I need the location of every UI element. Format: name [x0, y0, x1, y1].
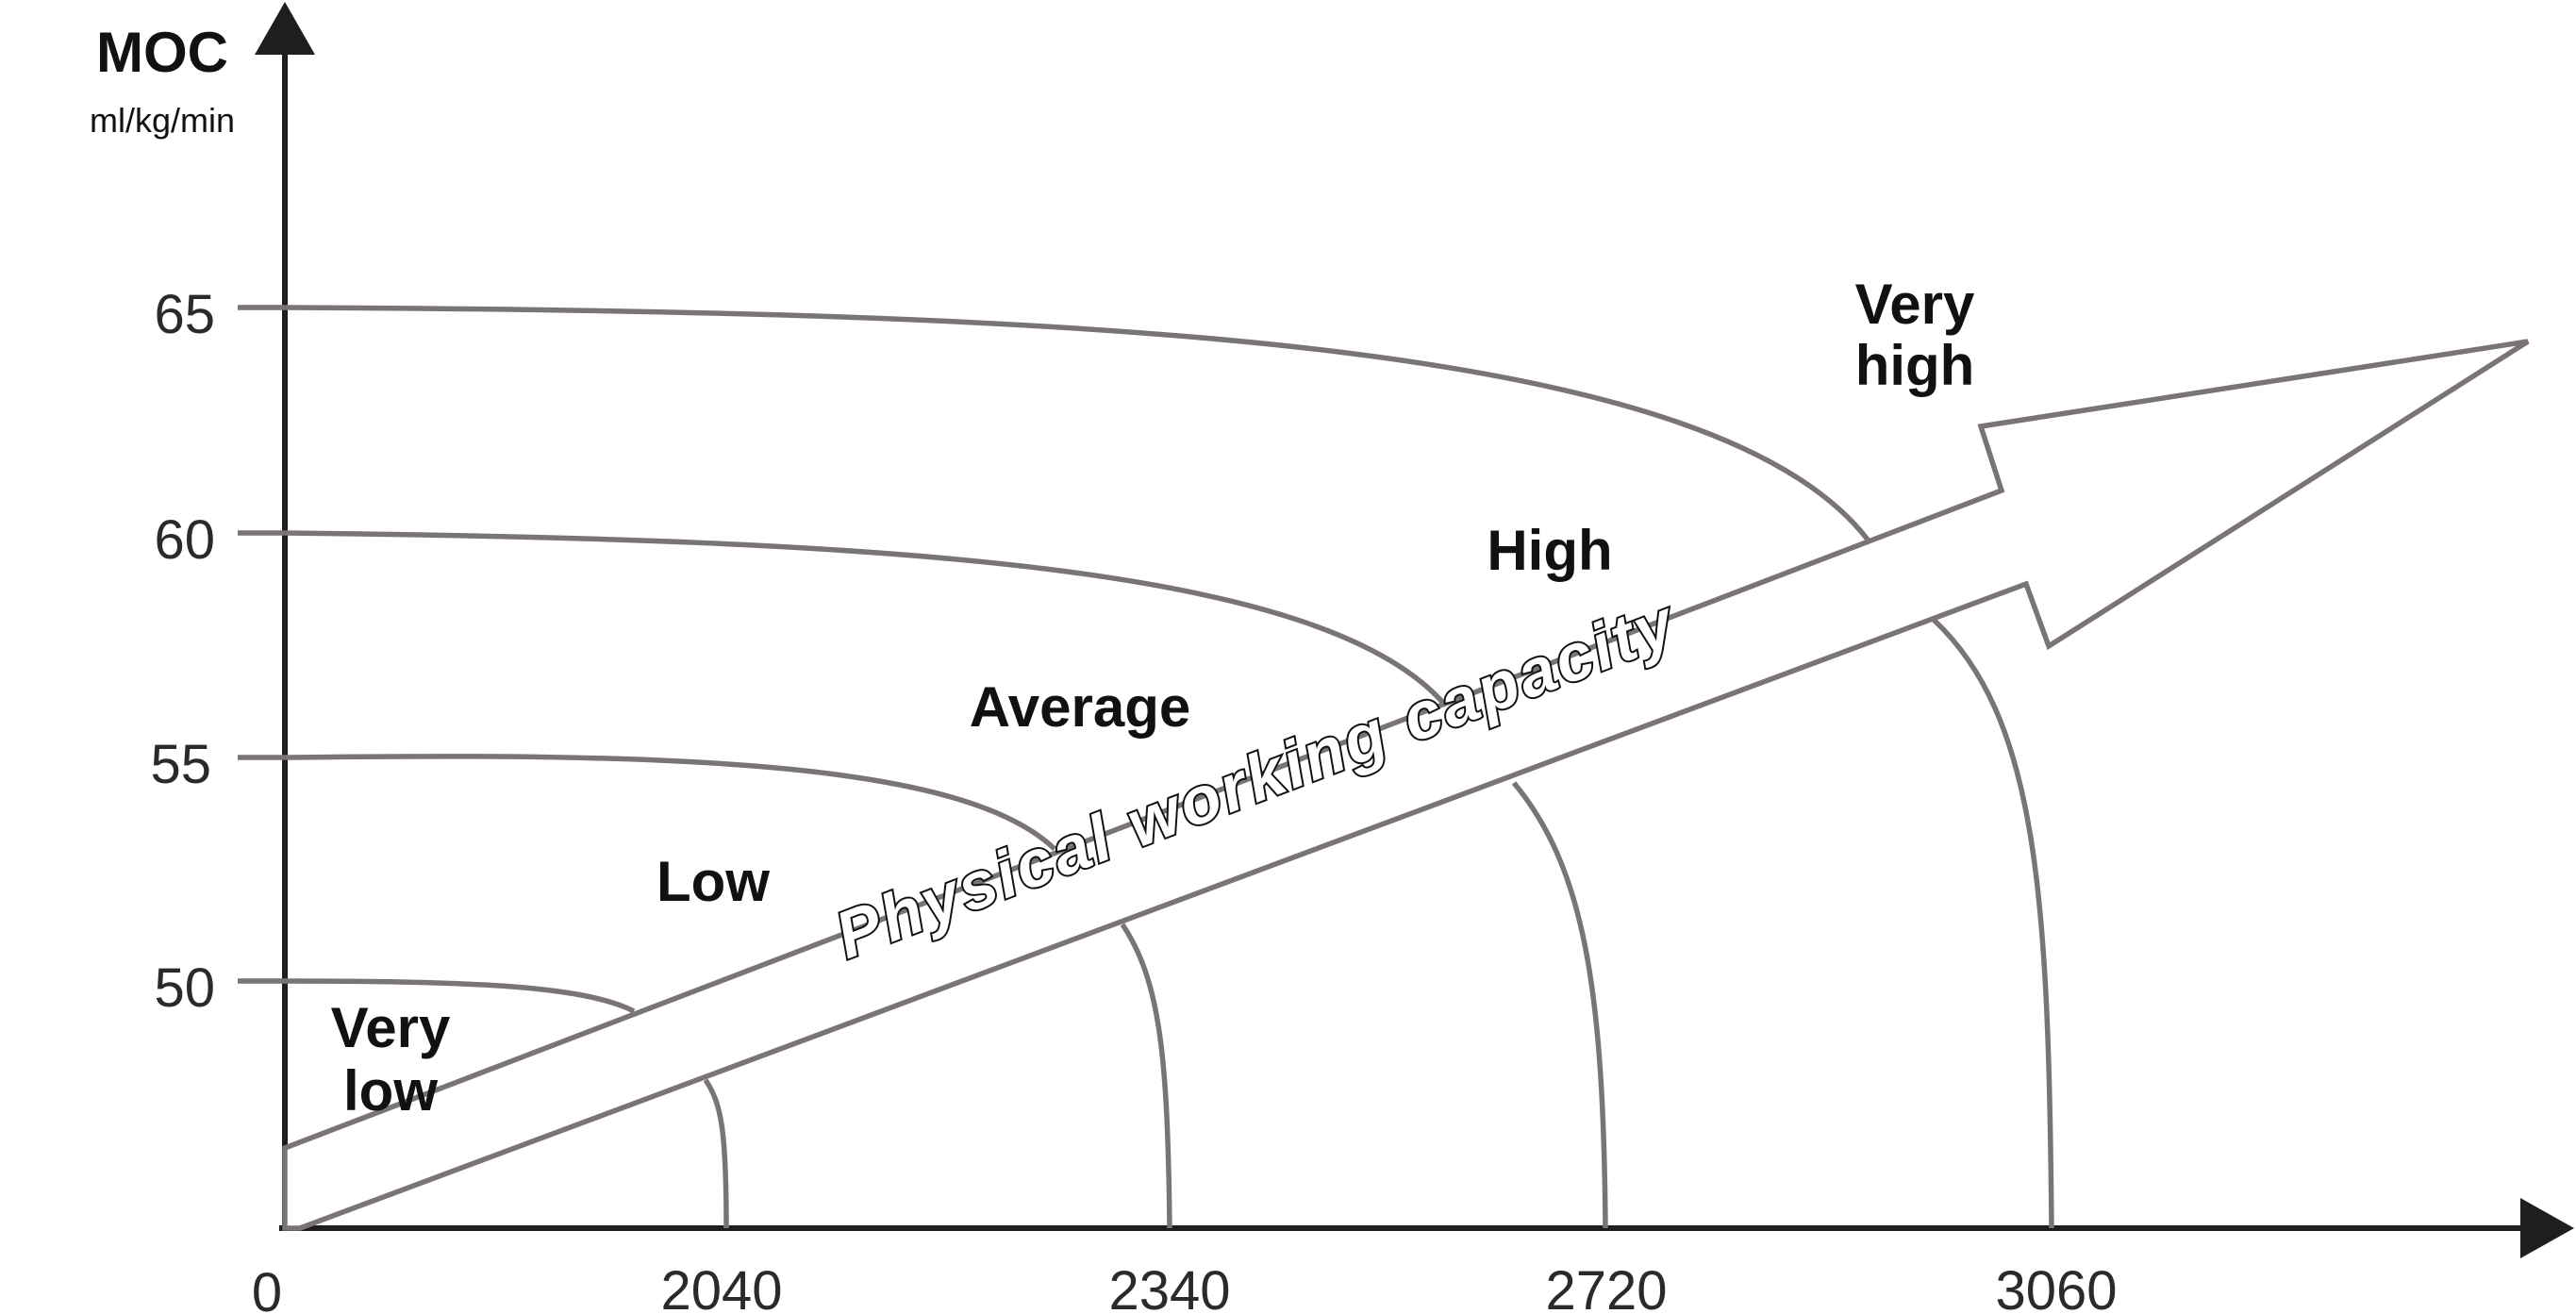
curve-very-low-boundary — [284, 978, 636, 1014]
y-ticks — [238, 305, 285, 984]
zone-low: Low — [656, 850, 770, 913]
y-tick-label-60: 60 — [154, 509, 215, 571]
x-tick-label-2040: 2040 — [660, 1260, 782, 1314]
x-axis-arrowhead — [2520, 1198, 2574, 1258]
zone-very-high-line1: Very — [1855, 273, 1975, 336]
x-tick-label-2340: 2340 — [1108, 1260, 1230, 1314]
y-axis-labels: MOC ml/kg/min 65 60 55 50 — [90, 21, 235, 1019]
y-tick-label-55: 55 — [150, 734, 211, 795]
capacity-arrow-shape — [282, 339, 2530, 1231]
y-axis-arrowhead — [255, 2, 315, 55]
y-tick-label-65: 65 — [154, 284, 215, 345]
capacity-arrow: Physical working capacity — [282, 339, 2530, 1231]
x-tick-label-3060: 3060 — [1995, 1260, 2117, 1314]
zone-very-low-line2: low — [343, 1059, 438, 1123]
zone-average: Average — [970, 675, 1191, 739]
curve-average-boundary-lower — [1511, 781, 1608, 1229]
zone-curves — [284, 305, 2054, 1229]
zone-high: High — [1487, 519, 1612, 582]
curve-low-boundary — [284, 754, 1056, 851]
y-axis-title: MOC — [96, 21, 228, 84]
curve-high-boundary — [284, 305, 1870, 541]
capacity-arrow-label: Physical working capacity — [825, 585, 1686, 973]
zone-labels: Very low Low Average High Very high — [331, 273, 1975, 1123]
zone-very-high-line2: high — [1855, 334, 1975, 397]
curve-low-boundary-lower — [1120, 923, 1172, 1229]
y-axis-unit: ml/kg/min — [90, 101, 235, 140]
x-axis-labels: 0 2040 2340 2720 3060 — [252, 1260, 2118, 1314]
curve-average-boundary — [284, 530, 1446, 705]
y-tick-label-50: 50 — [154, 957, 215, 1019]
x-origin-label: 0 — [252, 1262, 282, 1314]
curve-very-low-boundary-lower — [703, 1078, 729, 1229]
zone-very-low-line1: Very — [331, 996, 451, 1059]
curve-high-boundary-lower — [1932, 617, 2054, 1229]
x-tick-label-2720: 2720 — [1545, 1260, 1667, 1314]
axes — [255, 2, 2574, 1258]
